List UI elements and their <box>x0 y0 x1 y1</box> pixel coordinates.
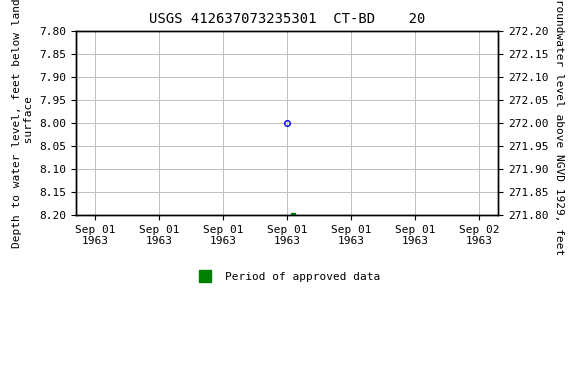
Y-axis label: Groundwater level above NGVD 1929, feet: Groundwater level above NGVD 1929, feet <box>554 0 564 255</box>
Title: USGS 412637073235301  CT-BD    20: USGS 412637073235301 CT-BD 20 <box>149 12 425 26</box>
Legend: Period of approved data: Period of approved data <box>190 268 385 286</box>
Y-axis label: Depth to water level, feet below land
 surface: Depth to water level, feet below land su… <box>12 0 33 248</box>
